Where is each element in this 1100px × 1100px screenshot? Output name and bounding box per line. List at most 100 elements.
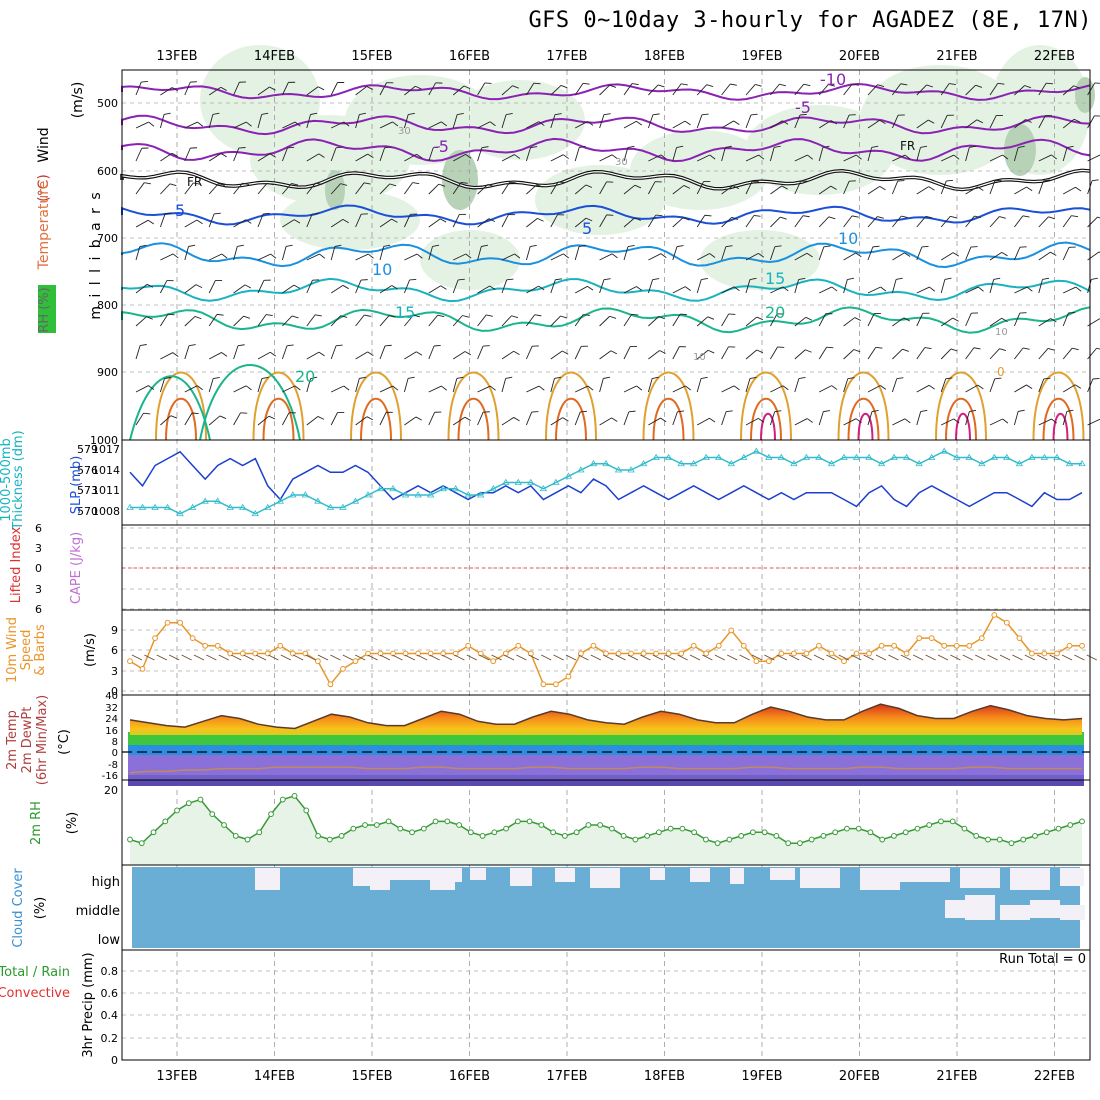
wind-barb-staff xyxy=(306,182,316,195)
wind10-barb xyxy=(392,654,403,661)
temp-label: Temperature xyxy=(36,181,52,271)
isotherm-25 xyxy=(252,371,305,441)
wind-barb-flag xyxy=(636,385,643,391)
wind-barb-staff xyxy=(599,417,612,426)
wind-barb xyxy=(648,181,662,195)
wind-barb-flag xyxy=(269,153,276,158)
wind-barb xyxy=(794,316,813,327)
isotherm-20-low xyxy=(129,375,211,441)
wind-barb-staff xyxy=(623,346,631,360)
wind-barb-staff xyxy=(672,83,682,96)
wind-barb-staff xyxy=(306,314,316,327)
wind-barb-flag xyxy=(707,349,715,354)
wind-barb xyxy=(330,344,343,360)
wind-barb xyxy=(1038,154,1057,162)
wind-barb-flag xyxy=(441,121,447,127)
wind10-speed-point xyxy=(991,612,998,618)
wind-barb xyxy=(843,277,855,294)
wind-barb xyxy=(697,154,716,162)
rh2m-line-point xyxy=(127,836,133,843)
wind-barb-flag xyxy=(603,113,611,116)
slp-line-point xyxy=(514,478,523,485)
cloud-gap xyxy=(965,895,995,920)
wind-barb xyxy=(721,120,740,129)
wind-barb xyxy=(306,416,325,426)
wind-barb-staff xyxy=(1087,318,1100,327)
wind-barb-flag xyxy=(728,346,736,348)
wind-barb-flag xyxy=(679,346,687,348)
wind-barb-flag xyxy=(777,346,785,348)
wind-barb xyxy=(355,416,374,426)
wind-barb-flag xyxy=(490,385,496,391)
wind-barb xyxy=(892,317,910,327)
wind-barb-flag xyxy=(560,315,568,319)
wind-barb xyxy=(672,83,688,96)
wind-barb xyxy=(257,112,269,129)
wind-barb-flag xyxy=(636,286,643,291)
wind-barb xyxy=(770,286,789,294)
slp-line-point xyxy=(301,491,310,498)
contour-label: -5 xyxy=(795,98,811,117)
wind-barb xyxy=(281,344,294,360)
wind-barb-flag xyxy=(636,120,643,126)
wind-barb xyxy=(160,253,179,261)
wind-barb-staff xyxy=(770,286,784,294)
wind-barb xyxy=(843,252,862,261)
wind-barb-staff xyxy=(989,378,996,393)
wind-barb-staff xyxy=(1014,286,1028,294)
isotherm-15 xyxy=(121,277,1091,303)
wind-barb-staff xyxy=(1014,384,1027,393)
wind-barb-flag xyxy=(994,179,1002,182)
temp2m-tick: -8 xyxy=(108,760,118,771)
wind-barb-flag xyxy=(974,215,982,218)
slp-line-point xyxy=(414,491,422,498)
wind-barb-staff xyxy=(379,246,385,261)
wind-barb-flag xyxy=(969,409,977,412)
wind-barb-flag xyxy=(683,185,691,189)
wind-barb xyxy=(940,317,959,327)
wind-barb xyxy=(306,112,318,129)
wind-barb-staff xyxy=(355,153,368,162)
cape-tick: 0 xyxy=(35,562,42,575)
wind-barb-staff xyxy=(574,246,580,261)
wind-barb-flag xyxy=(583,314,590,316)
wind-barb xyxy=(770,120,789,129)
wind-barb xyxy=(623,184,642,195)
wind10-barb xyxy=(478,654,490,661)
slp-line-point xyxy=(740,453,748,460)
wind-barb-staff xyxy=(330,147,337,162)
wind-barb-staff xyxy=(428,147,434,162)
wind10-label: Speed xyxy=(19,630,34,671)
wind10-speed-point xyxy=(978,635,985,641)
wind-barb xyxy=(794,154,814,162)
rh2m-label: 2m RH xyxy=(29,801,44,845)
wind-barb-staff xyxy=(770,83,780,96)
wind-barb-staff xyxy=(940,348,952,360)
slp-line-point xyxy=(502,478,510,485)
wind-barb-staff xyxy=(355,253,369,261)
wind-barb-staff xyxy=(892,154,906,162)
wind-barb xyxy=(1038,318,1057,327)
wind10-speed-point xyxy=(1066,642,1073,649)
wind-barb-flag xyxy=(1018,409,1025,412)
wind-barb-staff xyxy=(525,346,533,360)
wind-barb-staff xyxy=(355,351,368,360)
precip-label-conv: Convective xyxy=(0,986,70,1001)
wind-barb-staff xyxy=(940,279,946,294)
chart-title: GFS 0~10day 3-hourly for AGADEZ (8E, 17N… xyxy=(528,8,1092,33)
rh2m-line-point xyxy=(303,807,310,814)
wind10-speed-point xyxy=(390,650,396,657)
wind-barb-flag xyxy=(945,377,953,380)
cloud-gap xyxy=(1030,900,1060,918)
wind-barb-flag xyxy=(1042,277,1050,280)
wind-barb-flag xyxy=(831,385,838,390)
wind-barb-flag xyxy=(433,146,440,149)
wind-barb-staff xyxy=(452,154,466,162)
wind-barb-flag xyxy=(877,216,884,219)
wind-barb-staff xyxy=(208,114,214,129)
wind-barb xyxy=(770,185,788,195)
wind-barb-flag xyxy=(508,214,516,216)
wind-barb xyxy=(696,113,709,129)
wind-barb xyxy=(721,313,736,327)
wind10-barb xyxy=(491,654,502,661)
